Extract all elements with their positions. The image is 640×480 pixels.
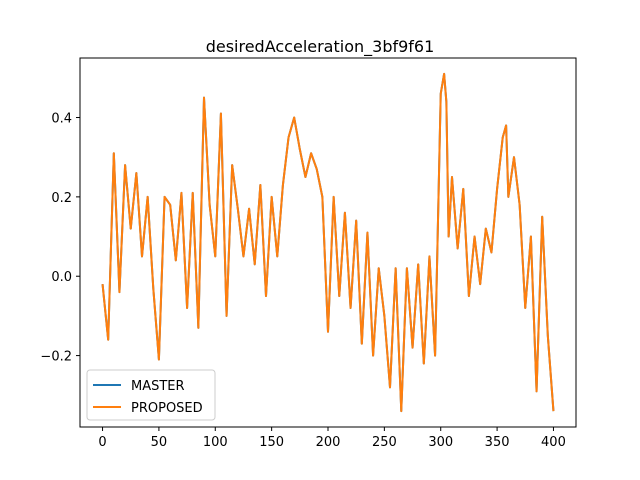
y-tick-label: −0.2 — [40, 350, 72, 365]
x-tick-label: 100 — [203, 435, 228, 450]
y-axis-ticks: −0.2 0.0 0.2 0.4 — [40, 112, 80, 365]
x-tick-label: 200 — [316, 435, 341, 450]
x-tick-label: 300 — [428, 435, 453, 450]
x-tick-label: 150 — [259, 435, 284, 450]
x-axis-ticks: 0 50 100 150 200 250 300 350 400 — [98, 427, 566, 450]
plot-lines — [101, 72, 555, 413]
legend-label-master: MASTER — [131, 379, 185, 394]
x-tick-label: 50 — [151, 435, 168, 450]
x-tick-label: 0 — [98, 435, 106, 450]
legend: MASTER PROPOSED — [86, 369, 216, 421]
x-tick-label: 250 — [372, 435, 397, 450]
chart-title: desiredAcceleration_3bf9f61 — [206, 37, 435, 57]
y-tick-label: 0.2 — [51, 191, 72, 206]
y-tick-label: 0.0 — [51, 270, 72, 285]
x-tick-label: 350 — [485, 435, 510, 450]
x-tick-label: 400 — [541, 435, 566, 450]
series-line-proposed — [101, 72, 555, 413]
legend-label-proposed: PROPOSED — [131, 401, 203, 416]
y-tick-label: 0.4 — [51, 112, 72, 127]
plot-area-frame — [79, 57, 577, 428]
